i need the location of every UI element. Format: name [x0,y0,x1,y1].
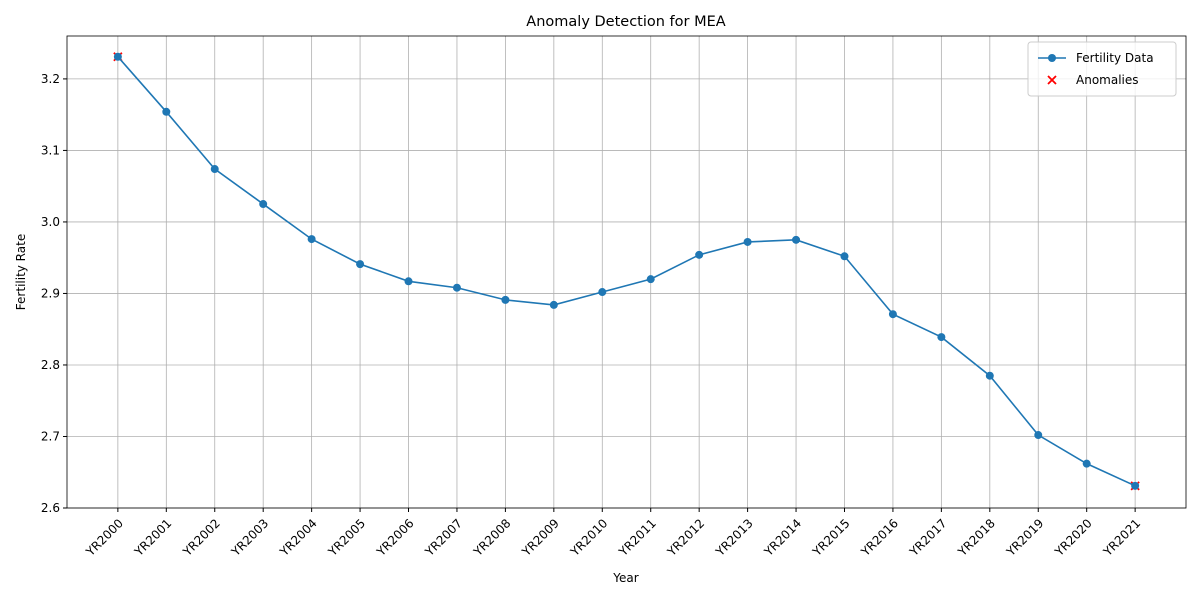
data-point [210,165,219,174]
data-point [888,310,897,319]
data-point [1131,481,1140,490]
x-tick-label: YR2010 [567,516,610,559]
data-point [1034,431,1043,440]
y-tick-label: 3.0 [41,215,60,229]
x-tick-label: YR2021 [1100,516,1143,559]
data-point [113,52,122,61]
x-tick-label: YR2007 [422,516,465,559]
x-tick-label: YR2012 [664,516,707,559]
y-tick-label: 2.9 [41,286,60,300]
data-point [307,235,316,244]
data-point [452,283,461,292]
x-tick-label: YR2005 [325,516,368,559]
x-tick-label: YR2000 [83,516,126,559]
data-point [501,295,510,304]
x-tick-label: YR2019 [1003,516,1046,559]
data-point [646,275,655,284]
x-tick-label: YR2008 [470,516,513,559]
data-point [792,235,801,244]
x-tick-label: YR2003 [228,516,271,559]
data-point [743,237,752,246]
y-tick-label: 3.1 [41,143,60,157]
legend-label: Fertility Data [1076,51,1154,65]
data-point [162,107,171,116]
legend-label: Anomalies [1076,73,1139,87]
data-point [695,250,704,259]
x-tick-label: YR2011 [616,516,659,559]
x-tick-label: YR2001 [131,516,174,559]
x-marker [1047,75,1057,85]
x-marker-stroke [1047,75,1057,85]
data-point [356,260,365,269]
legend-box [1027,41,1177,97]
x-tick-label: YR2014 [761,516,804,559]
data-point [840,252,849,261]
x-tick-label: YR2006 [373,516,416,559]
data-point [404,277,413,286]
x-tick-label: YR2015 [809,516,852,559]
y-axis-label: Fertility Rate [14,234,28,310]
x-tick-label: YR2009 [519,516,562,559]
chart-title: Anomaly Detection for MEA [526,14,725,30]
x-tick-label: YR2017 [906,516,949,559]
x-tick-label: YR2018 [955,516,998,559]
y-tick-label: 2.6 [41,501,60,515]
x-tick-label: YR2020 [1052,516,1095,559]
data-point [598,288,607,297]
data-point [1082,459,1091,468]
y-tick-label: 3.2 [41,72,60,86]
y-tick-label: 2.7 [41,429,60,443]
data-point [937,333,946,342]
plot-frame [66,35,1187,509]
y-tick-label: 2.8 [41,358,60,372]
data-point [985,371,994,380]
x-tick-label: YR2002 [180,516,223,559]
x-tick-label: YR2013 [712,516,755,559]
data-point [259,200,268,209]
legend-marker [1048,54,1056,62]
x-axis-label: Year [612,571,638,585]
data-point [549,300,558,309]
x-tick-label: YR2016 [858,516,901,559]
x-tick-label: YR2004 [276,516,319,559]
data-line [117,56,1136,487]
